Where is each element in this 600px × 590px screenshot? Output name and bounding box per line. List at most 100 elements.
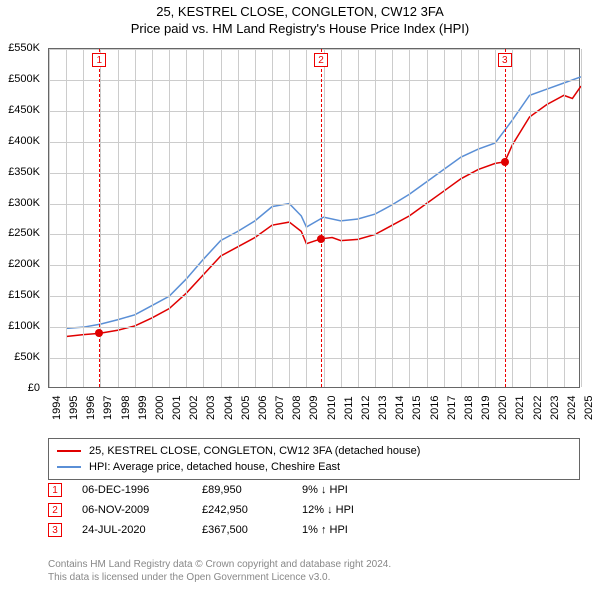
gridline-v [118,49,119,387]
y-tick-label: £200K [8,258,40,270]
gridline-v [564,49,565,387]
chart-plot-area: 1 2 3 [48,48,580,388]
gridline-v [530,49,531,387]
marker-vline [321,49,322,387]
gridline-v [478,49,479,387]
transaction-row: 106-DEC-1996£89,9509% ↓ HPI [48,480,580,500]
gridline-v [495,49,496,387]
y-tick-label: £550K [8,42,40,54]
gridline-v [581,49,582,387]
transaction-hpi-rel: 12% ↓ HPI [302,504,392,516]
x-tick-label: 2023 [549,396,561,420]
x-tick-label: 2018 [463,396,475,420]
legend-row-series-1: 25, KESTREL CLOSE, CONGLETON, CW12 3FA (… [57,443,571,459]
x-tick-label: 2006 [257,396,269,420]
gridline-v [203,49,204,387]
gridline-h [49,296,579,297]
gridline-v [135,49,136,387]
gridline-v [152,49,153,387]
x-tick-label: 2009 [308,396,320,420]
gridline-v [375,49,376,387]
gridline-h [49,111,579,112]
x-tick-label: 2003 [205,396,217,420]
marker-number-box: 3 [498,53,512,67]
transaction-price: £242,950 [202,504,282,516]
transactions-table: 106-DEC-1996£89,9509% ↓ HPI 2 06-NOV-2009 £… [48,480,580,540]
x-tick-label: 2021 [514,396,526,420]
gridline-v [341,49,342,387]
gridline-v [49,49,50,387]
transaction-row: 2 06-NOV-2009 £242,950 12% ↓ HPI [48,500,580,520]
title-line-2: Price paid vs. HM Land Registry's House … [0,21,600,36]
x-tick-label: 2004 [223,396,235,420]
gridline-v [512,49,513,387]
gridline-v [409,49,410,387]
gridline-v [66,49,67,387]
y-tick-label: £100K [8,320,40,332]
title-line-1: 25, KESTREL CLOSE, CONGLETON, CW12 3FA [0,4,600,19]
x-tick-label: 1996 [85,396,97,420]
x-tick-label: 1997 [102,396,114,420]
gridline-v [186,49,187,387]
x-tick-label: 2010 [326,396,338,420]
footer-line-2: This data is licensed under the Open Gov… [48,571,391,584]
gridline-v [306,49,307,387]
x-tick-label: 2015 [411,396,423,420]
x-tick-label: 2014 [394,396,406,420]
marker-dot [95,329,103,337]
transaction-marker-box: 2 [48,503,62,517]
x-tick-label: 2012 [360,396,372,420]
y-tick-label: £50K [14,351,40,363]
y-axis: £0£50K£100K£150K£200K£250K£300K£350K£400… [0,48,44,388]
marker-dot [317,235,325,243]
x-tick-label: 2017 [446,396,458,420]
gridline-h [49,49,579,50]
x-tick-label: 2011 [343,396,355,420]
gridline-v [444,49,445,387]
y-tick-label: £400K [8,135,40,147]
legend-row-series-2: HPI: Average price, detached house, Ches… [57,459,571,475]
legend-swatch-2 [57,466,81,468]
y-tick-label: £350K [8,166,40,178]
marker-number-box: 1 [92,53,106,67]
transaction-hpi-rel: 9% ↓ HPI [302,484,392,496]
gridline-h [49,327,579,328]
marker-dot [501,158,509,166]
x-tick-label: 1998 [120,396,132,420]
y-tick-label: £250K [8,227,40,239]
gridline-h [49,358,579,359]
gridline-v [289,49,290,387]
legend-swatch-1 [57,450,81,452]
gridline-v [221,49,222,387]
x-tick-label: 2001 [171,396,183,420]
x-tick-label: 2020 [497,396,509,420]
transaction-date: 06-NOV-2009 [82,504,182,516]
transaction-marker-box: 3 [48,523,62,537]
transaction-row: 324-JUL-2020£367,5001% ↑ HPI [48,520,580,540]
y-tick-label: £500K [8,73,40,85]
x-tick-label: 1999 [137,396,149,420]
attribution-footer: Contains HM Land Registry data © Crown c… [48,558,391,584]
gridline-v [272,49,273,387]
gridline-h [49,142,579,143]
gridline-v [547,49,548,387]
legend-label-1: 25, KESTREL CLOSE, CONGLETON, CW12 3FA (… [89,445,420,457]
transaction-date: 24-JUL-2020 [82,524,182,536]
transaction-hpi-rel: 1% ↑ HPI [302,524,392,536]
y-tick-label: £0 [28,382,40,394]
x-tick-label: 2002 [188,396,200,420]
marker-number-box: 2 [314,53,328,67]
y-tick-label: £300K [8,197,40,209]
transaction-marker-box: 1 [48,483,62,497]
gridline-v [427,49,428,387]
gridline-h [49,173,579,174]
x-tick-label: 2019 [480,396,492,420]
gridline-v [169,49,170,387]
y-tick-label: £150K [8,289,40,301]
x-axis: 1994199519961997199819992000200120022003… [48,392,580,432]
x-tick-label: 2022 [532,396,544,420]
marker-vline [505,49,506,387]
gridline-h [49,80,579,81]
x-tick-label: 2007 [274,396,286,420]
gridline-v [255,49,256,387]
